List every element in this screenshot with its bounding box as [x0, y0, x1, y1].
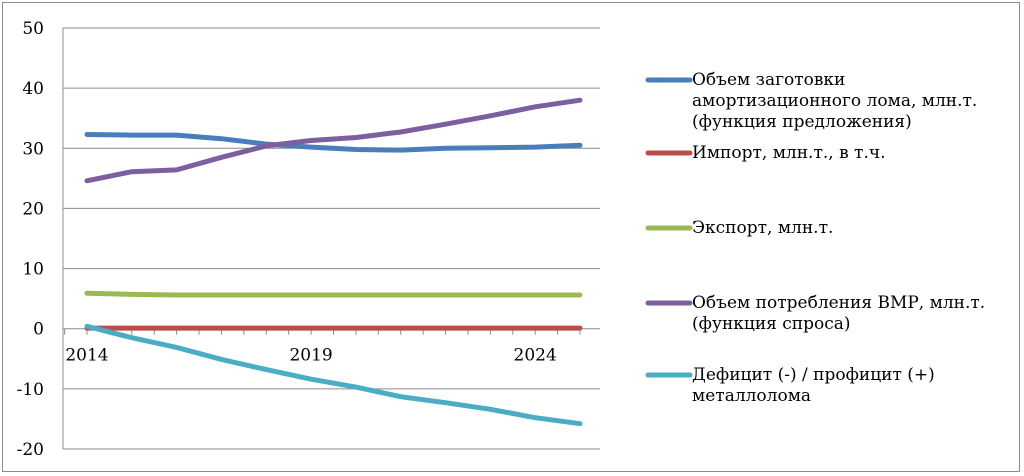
legend-label: металлолома	[692, 386, 811, 406]
legend-label: (функция предложения)	[692, 112, 912, 132]
x-tick-label: 2019	[289, 346, 332, 366]
y-tick-label: 10	[22, 260, 44, 280]
y-tick-label: 40	[22, 79, 44, 99]
series-line-5	[84, 323, 583, 427]
legend-label: (функция спроса)	[692, 314, 851, 334]
legend-label: Экспорт, млн.т.	[692, 218, 833, 238]
tick-labels: 50 40 30 20 10 0 -10 -20 2014 2019 2024	[17, 19, 557, 460]
y-tick-label: -20	[17, 440, 44, 460]
x-tick-label: 2014	[65, 346, 108, 366]
y-tick-label: 30	[22, 139, 44, 159]
legend-label: Объем потребления ВМР, млн.т.	[692, 293, 985, 313]
legend-label: Объем заготовки	[692, 70, 845, 90]
series-lines	[84, 97, 583, 427]
legend-label: Импорт, млн.т., в т.ч.	[692, 143, 886, 163]
x-tick-label: 2024	[514, 346, 557, 366]
series-line-4	[84, 97, 583, 184]
series-line-3	[84, 290, 583, 298]
series-line-1	[84, 132, 583, 153]
y-tick-label: 50	[22, 19, 44, 39]
axes	[62, 28, 600, 449]
y-tick-label: 20	[22, 199, 44, 219]
y-tick-label: -10	[17, 380, 44, 400]
legend-label: Дефицит (-) / профицит (+)	[692, 365, 935, 385]
legend-label: амортизационного лома, млн.т.	[692, 91, 977, 111]
grid-lines	[63, 27, 600, 450]
y-tick-label: 0	[33, 320, 44, 340]
